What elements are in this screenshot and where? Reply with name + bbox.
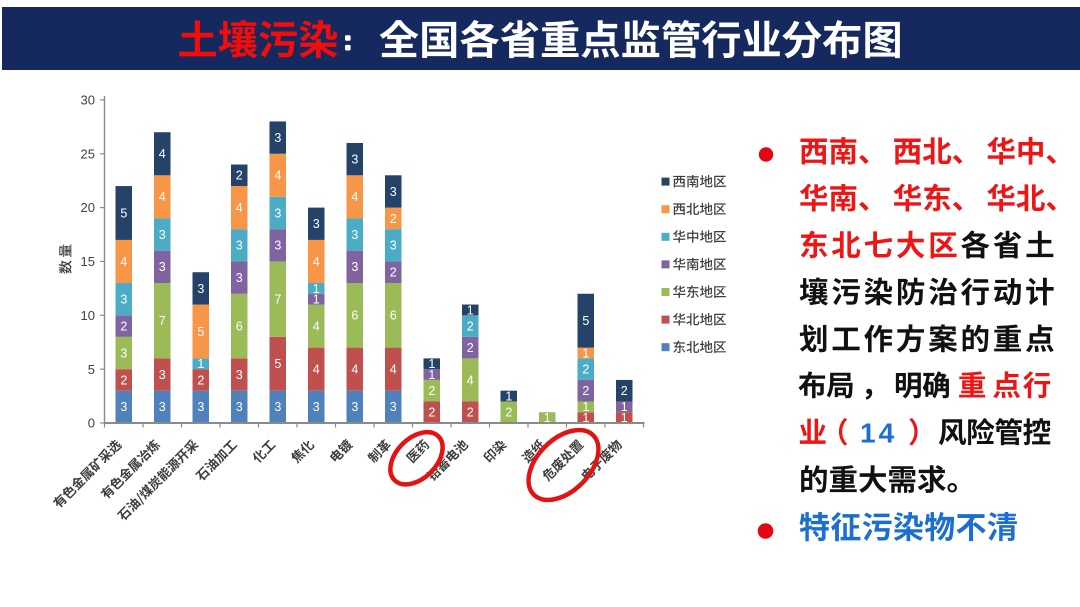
svg-text:2: 2 — [467, 341, 474, 355]
svg-text:15: 15 — [81, 254, 95, 269]
svg-text:2: 2 — [467, 320, 474, 334]
svg-text:20: 20 — [81, 200, 95, 215]
svg-text:4: 4 — [313, 363, 320, 377]
svg-text:2: 2 — [236, 169, 243, 183]
svg-text:6: 6 — [390, 309, 397, 323]
svg-text:3: 3 — [274, 206, 281, 220]
svg-text:2: 2 — [120, 320, 127, 334]
svg-text:1: 1 — [197, 357, 204, 371]
svg-text:1: 1 — [313, 282, 320, 296]
svg-text:2: 2 — [197, 373, 204, 387]
svg-text:3: 3 — [236, 368, 243, 382]
svg-text:2: 2 — [390, 212, 397, 226]
svg-text:3: 3 — [274, 239, 281, 253]
svg-text:6: 6 — [236, 320, 243, 334]
svg-text:4: 4 — [313, 255, 320, 269]
svg-text:3: 3 — [390, 185, 397, 199]
svg-text:1: 1 — [582, 400, 589, 414]
svg-text:3: 3 — [351, 260, 358, 274]
svg-text:3: 3 — [274, 400, 281, 414]
svg-text:3: 3 — [197, 400, 204, 414]
svg-text:3: 3 — [197, 282, 204, 296]
svg-text:4: 4 — [467, 373, 474, 387]
svg-text:2: 2 — [390, 266, 397, 280]
svg-text:2: 2 — [120, 373, 127, 387]
svg-text:1: 1 — [428, 368, 435, 382]
svg-text:4: 4 — [274, 169, 281, 183]
svg-text:2: 2 — [582, 384, 589, 398]
svg-text:4: 4 — [313, 320, 320, 334]
svg-text:3: 3 — [236, 239, 243, 253]
svg-text:5: 5 — [120, 206, 127, 220]
svg-text:1: 1 — [621, 400, 628, 414]
svg-text:4: 4 — [390, 363, 397, 377]
svg-text:3: 3 — [351, 153, 358, 167]
svg-text:4: 4 — [236, 201, 243, 215]
svg-text:2: 2 — [505, 406, 512, 420]
svg-text:1: 1 — [313, 293, 320, 307]
svg-text:2: 2 — [428, 384, 435, 398]
svg-text:1: 1 — [582, 346, 589, 360]
svg-text:1: 1 — [428, 357, 435, 371]
svg-text:7: 7 — [274, 293, 281, 307]
svg-text:1: 1 — [582, 411, 589, 425]
svg-text:4: 4 — [120, 255, 127, 269]
svg-text:3: 3 — [313, 217, 320, 231]
svg-text:3: 3 — [390, 400, 397, 414]
svg-text:3: 3 — [351, 400, 358, 414]
svg-text:3: 3 — [351, 228, 358, 242]
svg-text:2: 2 — [428, 406, 435, 420]
svg-text:5: 5 — [88, 362, 95, 377]
svg-text:0: 0 — [88, 416, 95, 431]
svg-text:1: 1 — [621, 411, 628, 425]
svg-text:1: 1 — [544, 411, 551, 425]
svg-text:3: 3 — [120, 346, 127, 360]
svg-text:10: 10 — [81, 308, 95, 323]
svg-text:25: 25 — [81, 146, 95, 161]
svg-text:4: 4 — [351, 190, 358, 204]
svg-text:5: 5 — [274, 357, 281, 371]
svg-text:3: 3 — [390, 239, 397, 253]
svg-text:3: 3 — [313, 400, 320, 414]
svg-text:1: 1 — [467, 303, 474, 317]
svg-text:3: 3 — [274, 131, 281, 145]
svg-text:3: 3 — [159, 260, 166, 274]
svg-text:3: 3 — [159, 228, 166, 242]
svg-text:3: 3 — [159, 368, 166, 382]
svg-text:3: 3 — [120, 400, 127, 414]
svg-text:4: 4 — [159, 147, 166, 161]
svg-text:2: 2 — [467, 406, 474, 420]
svg-text:6: 6 — [351, 309, 358, 323]
svg-text:2: 2 — [621, 384, 628, 398]
svg-text:2: 2 — [582, 363, 589, 377]
svg-text:30: 30 — [81, 93, 95, 108]
svg-text:3: 3 — [236, 400, 243, 414]
svg-text:3: 3 — [236, 271, 243, 285]
svg-text:1: 1 — [505, 390, 512, 404]
svg-text:7: 7 — [159, 314, 166, 328]
svg-text:3: 3 — [159, 400, 166, 414]
svg-text:4: 4 — [159, 190, 166, 204]
svg-text:5: 5 — [197, 325, 204, 339]
svg-text:4: 4 — [351, 363, 358, 377]
svg-text:3: 3 — [120, 293, 127, 307]
svg-text:14: 14 — [860, 418, 897, 449]
svg-text:5: 5 — [582, 314, 589, 328]
